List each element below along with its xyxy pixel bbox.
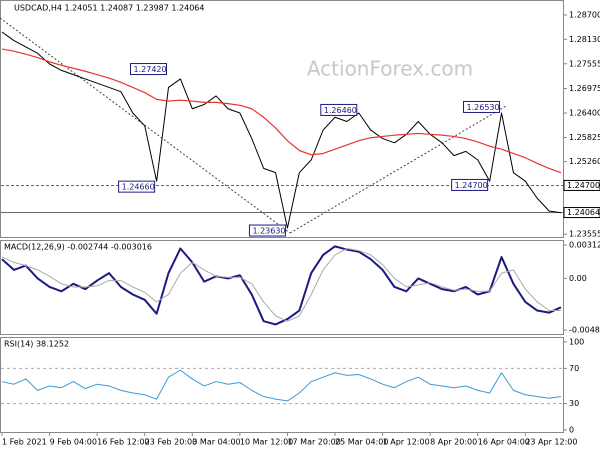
price-box <box>563 179 600 191</box>
rsi-panel <box>0 337 564 433</box>
x-tick-label: 25 Mar 04:00 <box>335 438 388 447</box>
annotation-box <box>130 63 168 76</box>
y-tick-label: 0.00 <box>569 274 587 283</box>
macd-title: MACD(12,26,9) -0.002744 -0.003016 <box>4 243 152 252</box>
y-tick-label: 1.28130 <box>569 35 600 44</box>
y-tick-label: -0.004822 <box>569 325 600 334</box>
x-tick-label: 23 Apr 12:00 <box>525 438 577 447</box>
x-tick-label: 1 Feb 2021 <box>2 438 47 447</box>
y-tick-label: 0.003127 <box>569 241 600 250</box>
annotation-label: 1.27420 <box>134 65 167 74</box>
y-tick-label: 1.26975 <box>569 84 600 93</box>
x-tick-label: 16 Feb 12:00 <box>97 438 149 447</box>
annotation-label: 1.26530 <box>467 103 500 112</box>
price-box <box>563 207 600 219</box>
rsi-line <box>1 369 562 402</box>
annotation-label: 1.24660 <box>122 183 155 192</box>
y-tick-label: 1.25825 <box>569 133 600 142</box>
x-tick-label: 9 Feb 04:00 <box>50 438 97 447</box>
y-tick-label: 100 <box>569 337 584 346</box>
annotation-label: 1.24700 <box>455 181 488 190</box>
annotation-box <box>320 103 358 116</box>
y-tick-label: 1.28700 <box>569 10 600 19</box>
x-tick-label: 1 Apr 12:00 <box>383 438 430 447</box>
x-tick-label: 23 Feb 20:00 <box>145 438 197 447</box>
x-tick-label: 10 Mar 12:00 <box>240 438 293 447</box>
trendline <box>289 105 507 234</box>
y-tick-label: 30 <box>569 399 579 408</box>
rsi-title: RSI(14) 38.1252 <box>4 340 69 349</box>
x-tick-label: 17 Mar 20:00 <box>287 438 340 447</box>
annotation-box <box>451 178 489 191</box>
y-tick-label: 1.23555 <box>569 230 600 239</box>
x-tick-label: 3 Mar 04:00 <box>192 438 240 447</box>
price-label: 1.24700 <box>567 181 600 190</box>
y-tick-label: 0 <box>569 425 574 434</box>
y-tick-label: 1.27555 <box>569 59 600 68</box>
macd-line <box>1 248 561 322</box>
price-line <box>1 31 562 229</box>
y-tick-label: 70 <box>569 364 579 373</box>
price-line <box>1 48 562 174</box>
annotation-box <box>248 224 286 237</box>
y-tick-label: 1.26400 <box>569 109 600 118</box>
annotation-label: 1.23630 <box>252 227 285 236</box>
annotation-box <box>463 100 501 113</box>
main-panel <box>0 0 564 238</box>
watermark: ActionForex.com <box>307 57 473 81</box>
macd-line <box>1 245 562 326</box>
x-tick-label: 8 Apr 20:00 <box>430 438 477 447</box>
x-tick-label: 16 Apr 04:00 <box>478 438 530 447</box>
annotation-box <box>118 180 156 193</box>
chart-title: USDCAD,H4 1.24051 1.24087 1.23987 1.2406… <box>14 4 204 13</box>
annotation-label: 1.26460 <box>324 106 357 115</box>
y-tick-label: 1.25260 <box>569 157 600 166</box>
macd-panel <box>0 240 564 335</box>
price-label: 1.24064 <box>567 208 600 217</box>
